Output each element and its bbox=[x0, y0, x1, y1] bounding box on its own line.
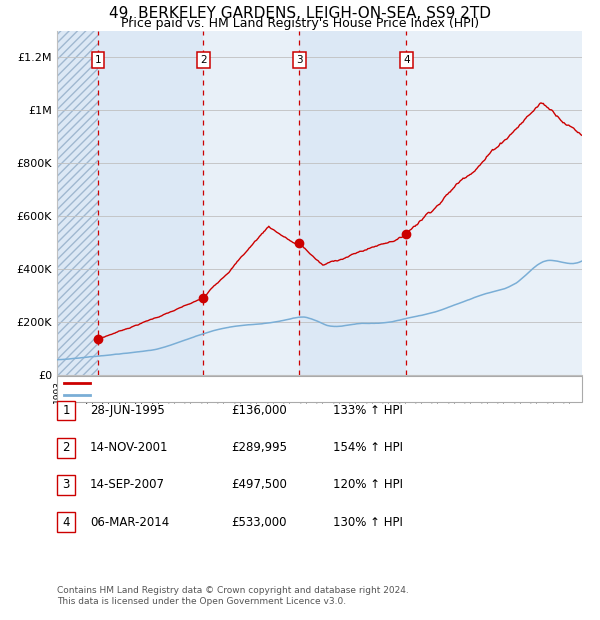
Text: 28-JUN-1995: 28-JUN-1995 bbox=[90, 404, 165, 417]
Text: 120% ↑ HPI: 120% ↑ HPI bbox=[333, 479, 403, 491]
Bar bbox=[98, 31, 203, 375]
Text: HPI: Average price, semi-detached house, Southend-on-Sea: HPI: Average price, semi-detached house,… bbox=[95, 390, 407, 401]
Text: £533,000: £533,000 bbox=[231, 516, 287, 528]
Text: £136,000: £136,000 bbox=[231, 404, 287, 417]
Bar bbox=[57, 31, 98, 375]
Text: 1: 1 bbox=[62, 404, 70, 417]
Text: 1: 1 bbox=[95, 55, 101, 65]
Text: 14-NOV-2001: 14-NOV-2001 bbox=[90, 441, 169, 454]
Text: 133% ↑ HPI: 133% ↑ HPI bbox=[333, 404, 403, 417]
Bar bbox=[406, 31, 582, 375]
Bar bbox=[203, 31, 299, 375]
Text: 130% ↑ HPI: 130% ↑ HPI bbox=[333, 516, 403, 528]
Text: 49, BERKELEY GARDENS, LEIGH-ON-SEA, SS9 2TD (semi-detached house): 49, BERKELEY GARDENS, LEIGH-ON-SEA, SS9 … bbox=[95, 378, 478, 388]
Text: 2: 2 bbox=[62, 441, 70, 454]
Text: 06-MAR-2014: 06-MAR-2014 bbox=[90, 516, 169, 528]
Text: 4: 4 bbox=[403, 55, 410, 65]
Text: 4: 4 bbox=[62, 516, 70, 528]
Text: Price paid vs. HM Land Registry's House Price Index (HPI): Price paid vs. HM Land Registry's House … bbox=[121, 17, 479, 30]
Text: This data is licensed under the Open Government Licence v3.0.: This data is licensed under the Open Gov… bbox=[57, 597, 346, 606]
Text: 154% ↑ HPI: 154% ↑ HPI bbox=[333, 441, 403, 454]
Text: 3: 3 bbox=[62, 479, 70, 491]
Bar bbox=[299, 31, 406, 375]
Text: 49, BERKELEY GARDENS, LEIGH-ON-SEA, SS9 2TD: 49, BERKELEY GARDENS, LEIGH-ON-SEA, SS9 … bbox=[109, 6, 491, 21]
Text: £289,995: £289,995 bbox=[231, 441, 287, 454]
Text: 3: 3 bbox=[296, 55, 303, 65]
Text: £497,500: £497,500 bbox=[231, 479, 287, 491]
Text: 14-SEP-2007: 14-SEP-2007 bbox=[90, 479, 165, 491]
Text: Contains HM Land Registry data © Crown copyright and database right 2024.: Contains HM Land Registry data © Crown c… bbox=[57, 586, 409, 595]
Text: 2: 2 bbox=[200, 55, 206, 65]
